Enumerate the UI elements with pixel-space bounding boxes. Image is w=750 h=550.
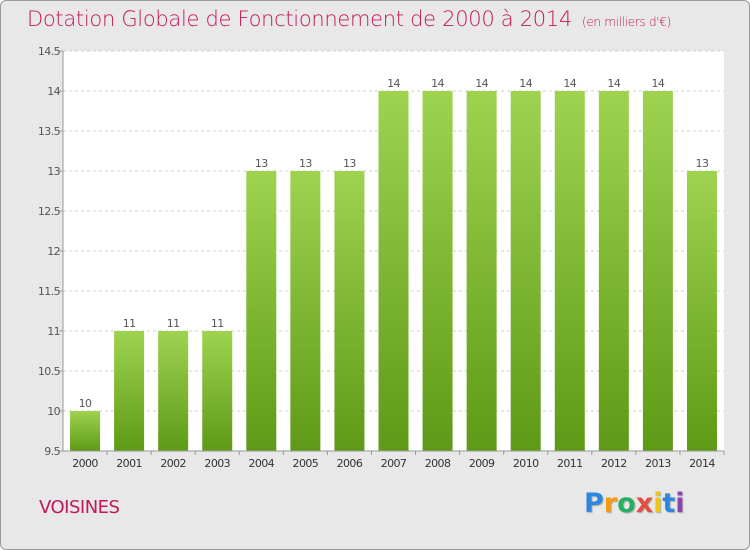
y-tick-label: 14.5 [38,45,61,58]
data-label: 14 [431,77,444,90]
x-tick-label: 2008 [425,457,451,470]
bar-2000 [70,411,101,451]
logo-letter: t [662,488,676,519]
chart-unit: (en milliers d'€) [581,15,671,29]
data-label: 11 [123,317,136,330]
data-label: 14 [563,77,576,90]
commune-name: VOISINES [39,497,120,518]
x-tick-label: 2003 [204,457,230,470]
x-tick-label: 2001 [116,457,142,470]
data-label: 11 [167,317,180,330]
bar-2014 [686,171,717,451]
logo-letter: i [675,488,685,519]
data-label: 14 [607,77,620,90]
bar-2003 [202,331,233,451]
chart-title: Dotation Globale de Fonctionnement de 20… [27,7,671,31]
y-tick-label: 10.5 [38,365,61,378]
y-tick-label: 11.5 [38,285,61,298]
data-label: 11 [211,317,224,330]
x-tick-label: 2012 [601,457,627,470]
bar-2013 [642,91,673,451]
x-tick-label: 2006 [337,457,363,470]
data-label: 14 [387,77,400,90]
proxiti-logo: Proxiti [584,488,685,519]
logo-letter: o [617,488,636,519]
y-tick-label: 12.5 [38,205,61,218]
data-label: 13 [255,157,268,170]
bar-2008 [422,91,453,451]
y-tick-label: 12 [47,245,60,258]
logo-letter: P [584,488,604,519]
data-label: 14 [475,77,488,90]
bar-2002 [158,331,189,451]
bar-2001 [114,331,145,451]
y-tick-label: 10 [47,405,60,418]
y-tick-label: 11 [47,325,60,338]
y-tick-label: 13.5 [38,125,61,138]
y-tick-label: 13 [47,165,60,178]
logo-letter: i [653,488,663,519]
bar-2006 [334,171,365,451]
logo-letter: r [603,488,618,519]
data-label: 14 [519,77,532,90]
chart-title-text: Dotation Globale de Fonctionnement de 20… [27,7,572,31]
x-tick-label: 2010 [513,457,539,470]
x-tick-label: 2005 [293,457,319,470]
data-label: 14 [651,77,664,90]
x-tick-label: 2013 [645,457,671,470]
x-tick-label: 2007 [381,457,407,470]
y-tick-label: 9.5 [44,445,60,458]
x-tick-label: 2002 [160,457,186,470]
bar-2011 [554,91,585,451]
data-label: 13 [696,157,709,170]
data-label: 13 [343,157,356,170]
x-tick-label: 2009 [469,457,495,470]
bar-2004 [246,171,277,451]
x-tick-label: 2000 [72,457,98,470]
y-tick-label: 14 [47,85,60,98]
data-label: 10 [79,397,92,410]
data-label: 13 [299,157,312,170]
x-tick-label: 2011 [557,457,583,470]
logo-letter: x [635,488,654,519]
bar-2010 [510,91,541,451]
bar-2007 [378,91,409,451]
bar-2005 [290,171,321,451]
x-tick-label: 2014 [689,457,715,470]
x-tick-label: 2004 [248,457,274,470]
bar-2009 [466,91,497,451]
bar-2012 [598,91,629,451]
